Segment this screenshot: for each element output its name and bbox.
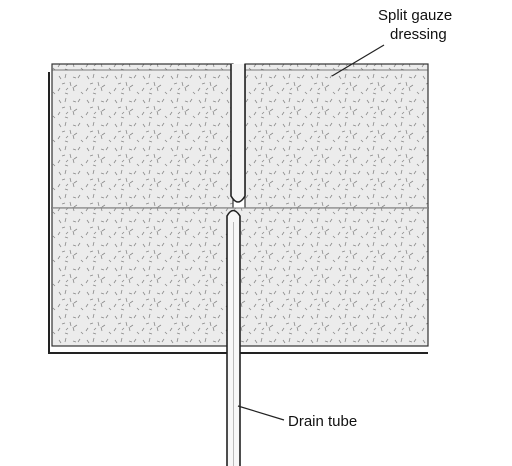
gauze-top-left (51, 63, 234, 209)
gauze-label-line2: dressing (390, 26, 447, 43)
gauze-top-right (244, 63, 429, 209)
gauze-leader-line (331, 44, 385, 77)
gauze-slit (230, 64, 246, 203)
drain-leader-line (237, 405, 285, 421)
drain-label: Drain tube (288, 413, 357, 430)
gauze-label-line1: Split gauze (378, 7, 452, 24)
